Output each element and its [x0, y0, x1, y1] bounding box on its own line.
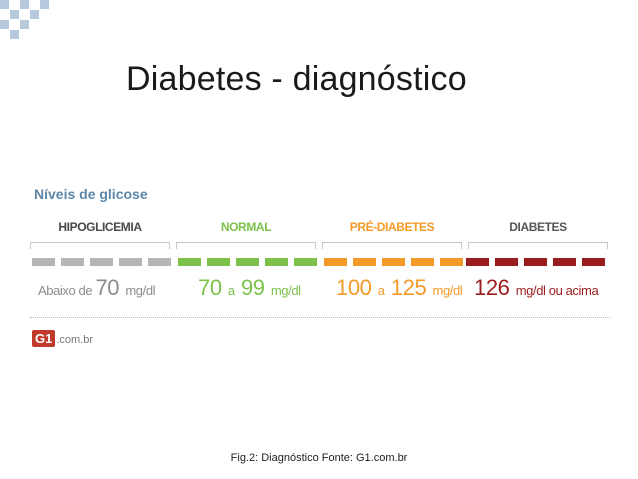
range-value-2: 125: [390, 275, 427, 300]
range-hipoglicemia: Abaixo de 70 mg/dl: [38, 275, 156, 301]
category-pre-diabetes: PRÉ-DIABETES: [322, 220, 462, 249]
level-block: [411, 258, 434, 266]
range-value-1: 126: [474, 275, 510, 300]
decorative-checker-pattern: [0, 0, 52, 40]
level-block: [294, 258, 317, 266]
level-block: [265, 258, 288, 266]
g1-logo: G1 .com.br: [32, 330, 93, 348]
range-separator: a: [227, 283, 235, 298]
glucose-levels-figure: Níveis de glicose HIPOGLICEMIA Abaixo de…: [30, 180, 610, 360]
level-block: [119, 258, 142, 266]
range-unit: mg/dl: [125, 283, 156, 298]
range-value-1: 70: [95, 275, 120, 300]
category-bracket: [322, 242, 462, 249]
level-bar-normal: [178, 258, 317, 266]
category-bracket: [468, 242, 608, 249]
level-block: [148, 258, 171, 266]
figure-heading: Níveis de glicose: [34, 186, 148, 202]
level-block: [178, 258, 201, 266]
level-bar-diabetes: [466, 258, 605, 266]
level-block: [382, 258, 405, 266]
level-block: [61, 258, 84, 266]
level-block: [466, 258, 489, 266]
category-hipoglicemia: HIPOGLICEMIA: [30, 220, 170, 249]
category-label: NORMAL: [220, 220, 272, 234]
level-block: [495, 258, 518, 266]
range-prefix: Abaixo de: [38, 283, 93, 298]
category-label: HIPOGLICEMIA: [58, 220, 142, 234]
level-block: [236, 258, 259, 266]
level-block: [90, 258, 113, 266]
level-block: [440, 258, 463, 266]
level-block: [353, 258, 376, 266]
range-unit: mg/dl ou acima: [515, 283, 599, 298]
category-bracket: [176, 242, 316, 249]
level-block: [324, 258, 347, 266]
level-bar-pre-diabetes: [324, 258, 463, 266]
g1-logo-domain: .com.br: [56, 334, 94, 346]
range-value-2: 99: [240, 275, 265, 300]
range-value-1: 100: [336, 275, 372, 300]
level-bar-hipoglicemia: [32, 258, 171, 266]
range-value-1: 70: [198, 275, 222, 300]
figure-caption: Fig.2: Diagnóstico Fonte: G1.com.br: [230, 452, 408, 464]
level-block: [524, 258, 547, 266]
level-block: [32, 258, 55, 266]
category-diabetes: DIABETES: [468, 220, 608, 249]
range-unit: mg/dl: [432, 283, 463, 298]
slide-title: Diabetes - diagnóstico: [126, 60, 467, 98]
level-block: [582, 258, 605, 266]
dotted-divider: [30, 317, 610, 318]
category-label: PRÉ-DIABETES: [349, 220, 435, 234]
level-block: [207, 258, 230, 266]
range-unit: mg/dl: [270, 283, 301, 298]
level-block: [553, 258, 576, 266]
range-normal: 70 a 99 mg/dl: [198, 275, 301, 301]
category-normal: NORMAL: [176, 220, 316, 249]
category-label: DIABETES: [509, 220, 567, 234]
g1-logo-mark: G1: [32, 330, 56, 347]
range-pre-diabetes: 100 a 125 mg/dl: [336, 275, 463, 301]
range-diabetes: 126 mg/dl ou acima: [474, 275, 599, 301]
range-separator: a: [377, 283, 385, 298]
category-bracket: [30, 242, 170, 249]
